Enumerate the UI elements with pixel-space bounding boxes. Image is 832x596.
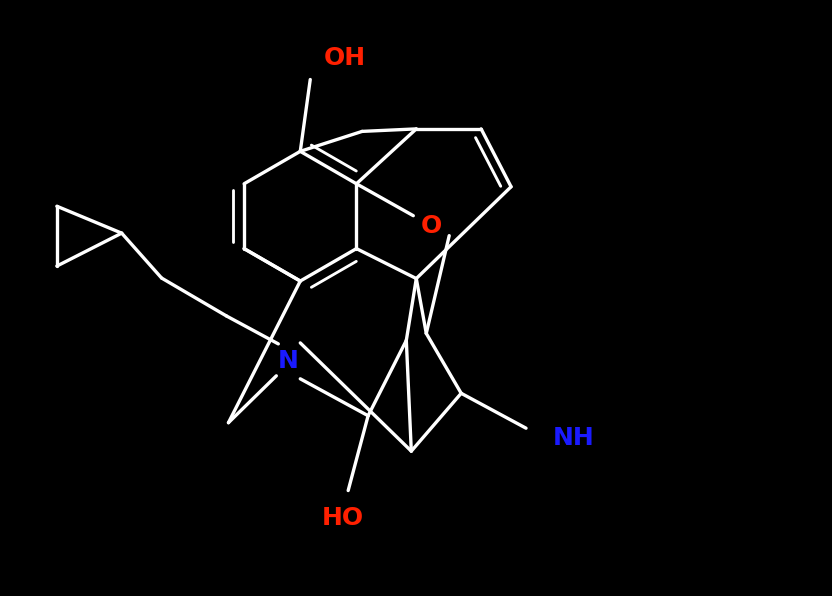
Text: NH: NH [553,426,595,450]
Text: N: N [278,349,299,373]
Text: HO: HO [322,507,364,530]
Text: O: O [421,214,442,238]
Text: OH: OH [324,45,366,70]
